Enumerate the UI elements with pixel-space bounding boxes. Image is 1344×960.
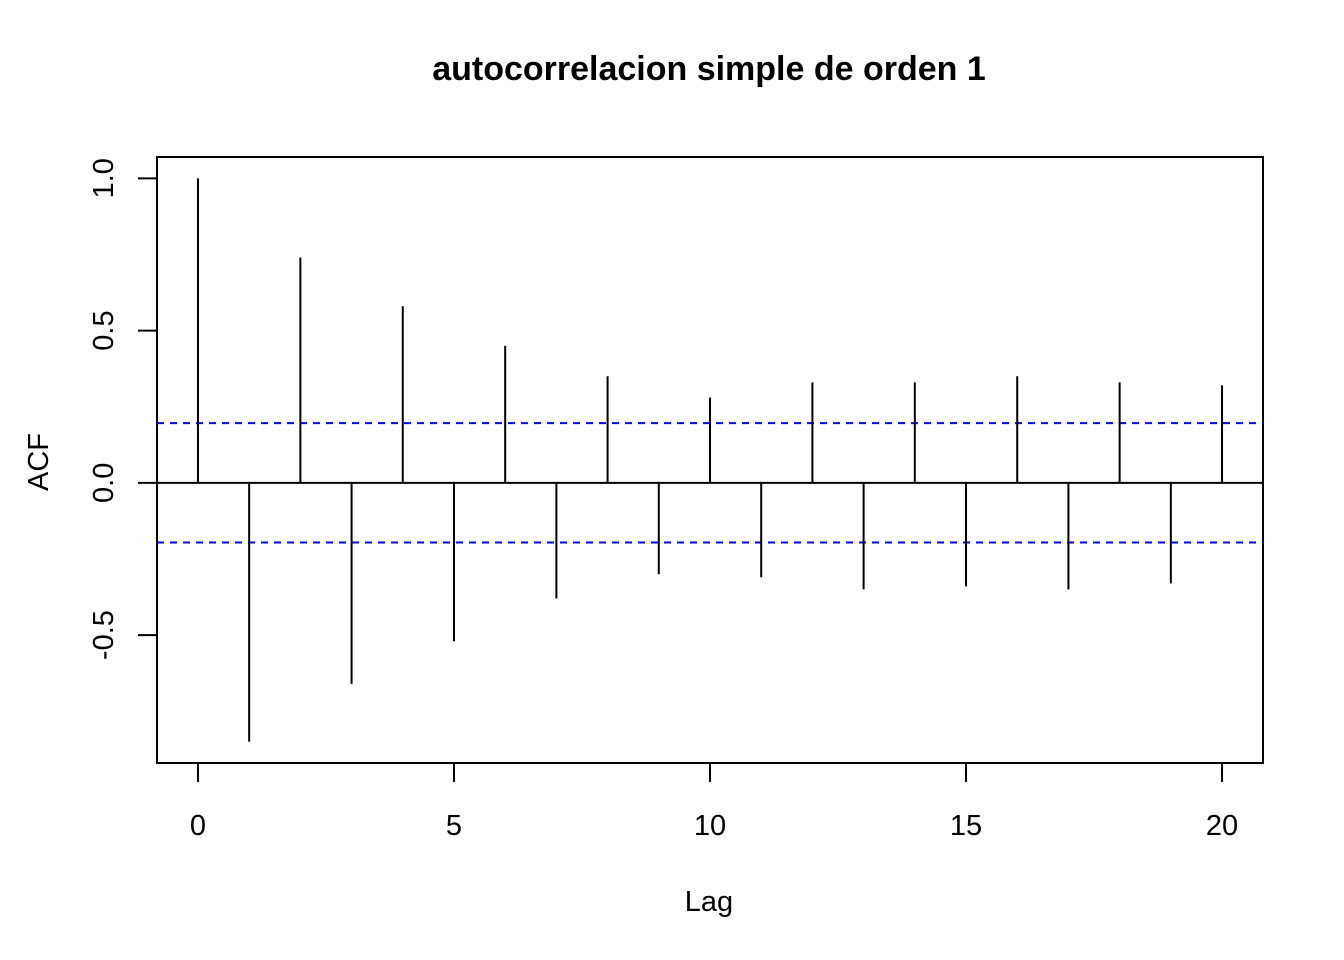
- x-tick-label: 10: [694, 810, 726, 842]
- x-tick-label: 0: [190, 810, 206, 842]
- x-axis-label: Lag: [685, 886, 733, 918]
- x-tick-label: 5: [446, 810, 462, 842]
- y-tick-label: 1.0: [88, 158, 120, 198]
- x-tick-label: 15: [950, 810, 982, 842]
- y-tick-label: -0.5: [88, 610, 120, 660]
- y-tick-label: 0.0: [88, 463, 120, 503]
- plot-area: 0 5 10 15 20 -0.5 0.0 0.5 1.0: [88, 156, 1264, 842]
- y-axis-label: ACF: [23, 433, 55, 491]
- x-tick-label: 20: [1206, 810, 1238, 842]
- y-tick-label: 0.5: [88, 310, 120, 350]
- chart-title: autocorrelacion simple de orden 1: [432, 50, 986, 88]
